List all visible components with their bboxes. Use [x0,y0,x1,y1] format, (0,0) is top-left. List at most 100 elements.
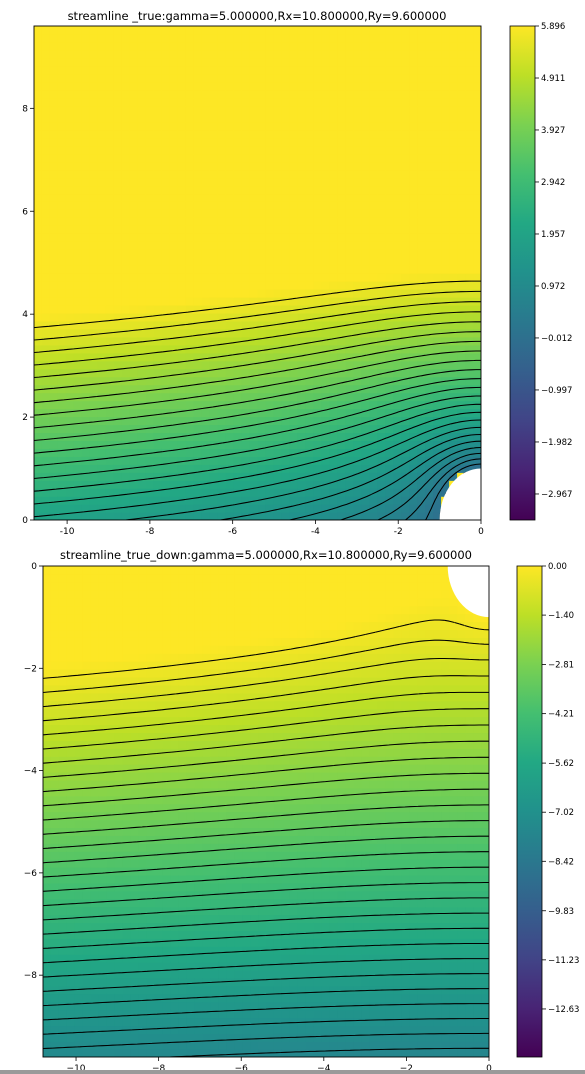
field-cell [305,81,315,91]
field-cell [473,376,481,386]
field-cell [34,185,43,195]
field-cell [137,448,147,457]
field-cell [74,985,84,995]
field-cell [417,440,426,449]
field-cell [305,137,315,147]
field-cell [337,129,346,139]
field-cell [58,1025,68,1034]
field-cell [43,732,52,741]
field-cell [98,653,108,662]
field-cell [457,336,466,346]
field-cell [137,440,147,449]
field-cell [81,105,91,115]
field-cell [313,201,323,210]
field-cell [217,41,227,51]
field-cell [313,193,323,202]
field-cell [114,1009,124,1019]
field-cell [473,41,481,51]
field-cell [121,233,131,242]
field-cell [201,464,211,473]
field-cell [169,73,179,83]
field-cell [201,440,211,449]
field-cell [425,280,434,290]
field-cell [194,597,203,607]
field-cell [289,153,299,163]
field-cell [241,320,251,330]
field-cell [409,384,418,394]
field-cell [281,169,291,179]
field-cell [130,661,140,670]
field-cell [265,89,275,99]
field-cell [97,360,107,370]
field-cell [209,488,219,497]
field-cell [121,273,131,282]
field-cell [194,566,203,575]
field-cell [74,906,84,916]
field-cell [257,49,267,59]
field-cell [257,105,267,115]
field-cell [154,700,164,710]
field-cell [106,566,116,575]
field-cell [43,589,52,599]
field-cell [162,756,172,765]
field-cell [170,605,180,615]
field-cell [218,954,227,963]
field-cell [34,145,43,155]
field-cell [65,193,75,202]
field-cell [377,73,386,83]
field-cell [241,408,251,418]
field-cell [225,233,235,242]
field-cell [393,177,402,187]
field-cell [121,49,131,59]
field-cell [169,97,179,107]
field-cell [137,456,147,465]
field-cell [66,866,76,876]
field-cell [73,225,83,234]
field-cell [114,811,124,821]
field-cell [81,384,91,394]
field-cell [162,653,172,662]
field-cell [49,273,59,282]
field-cell [154,898,164,908]
field-cell [217,360,227,370]
field-cell [170,645,180,654]
field-cell [457,161,466,171]
field-cell [409,376,418,386]
field-cell [130,700,140,710]
field-cell [361,33,370,43]
field-cell [217,336,227,346]
field-cell [193,233,203,242]
field-cell [194,843,203,852]
field-cell [409,480,418,489]
field-cell [257,257,267,266]
field-cell [73,241,83,250]
field-cell [257,400,267,410]
field-cell [170,922,180,931]
field-cell [73,464,83,473]
field-cell [138,874,148,884]
field-cell [393,320,402,330]
field-cell [178,961,188,971]
field-cell [233,424,243,434]
field-cell [153,241,163,250]
field-cell [66,938,76,947]
field-cell [225,368,235,378]
field-cell [217,161,227,171]
field-cell [210,882,219,892]
field-cell [138,676,148,686]
field-cell [161,249,171,258]
field-cell [369,105,378,115]
field-cell [457,121,466,131]
field-cell [146,621,156,631]
field-cell [321,26,331,35]
field-cell [43,787,52,797]
field-cell [210,700,219,710]
field-cell [361,368,370,378]
field-cell [377,488,386,497]
field-cell [186,708,196,718]
contour-line [34,350,481,416]
field-cell [385,161,394,171]
field-cell [162,708,172,718]
field-cell [185,209,195,218]
field-cell [162,684,172,694]
